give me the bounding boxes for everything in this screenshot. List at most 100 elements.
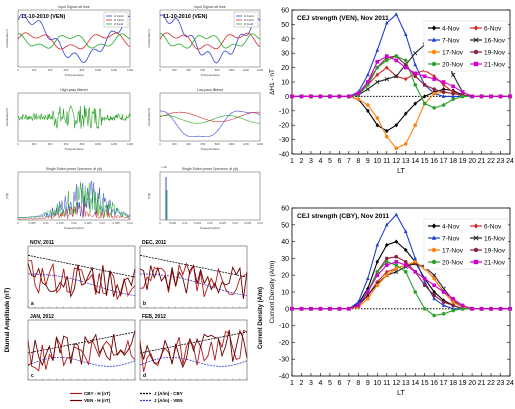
x-tick-label: 11 bbox=[383, 158, 390, 165]
data-point bbox=[356, 91, 361, 96]
data-point bbox=[403, 259, 408, 264]
spectral-panel: Single Sided power Spectrum of y(t) |Y(f)… bbox=[147, 165, 263, 230]
legend-label: H Field bbox=[244, 14, 254, 18]
y-tick-label: 30 bbox=[281, 51, 289, 58]
diurnal-panels: Diurnal Amplitude (nT) Current Density (A… bbox=[5, 240, 264, 403]
data-point bbox=[432, 296, 436, 301]
data-point bbox=[375, 72, 380, 77]
tick-label: 200 bbox=[32, 142, 37, 146]
x-tick-label: 8 bbox=[356, 380, 360, 387]
x-tick-label: 14 bbox=[411, 158, 419, 165]
spectral-panel: Single Sided power Spectrum of y(t) |Y(f)… bbox=[5, 167, 133, 230]
diurnal-ylabel-left: Diurnal Amplitude (nT) bbox=[5, 288, 11, 352]
panel-letter: d bbox=[143, 373, 146, 379]
data-point bbox=[413, 270, 418, 274]
tick-label: 1200 bbox=[243, 142, 250, 146]
data-point bbox=[422, 276, 427, 281]
panel-ylabel: Amplitude(nT) bbox=[5, 108, 9, 127]
x-tick-label: 5 bbox=[328, 380, 332, 387]
field-line bbox=[159, 14, 261, 64]
tick-label: 1400 bbox=[127, 68, 134, 72]
x-tick-label: 8 bbox=[356, 158, 360, 165]
tick-label: 1400 bbox=[127, 142, 134, 146]
panel-frame bbox=[159, 171, 261, 221]
data-point bbox=[470, 94, 474, 99]
spectral-panel: High-pass filtered Amplitude(nT) Time(minu… bbox=[5, 88, 134, 151]
data-point bbox=[366, 83, 370, 87]
x-tick-label: 10 bbox=[373, 380, 381, 387]
y-tick-label: 40 bbox=[281, 36, 289, 43]
data-point bbox=[384, 20, 389, 25]
x-tick-label: 4 bbox=[318, 380, 322, 387]
x-tick-label: 2 bbox=[300, 380, 304, 387]
data-point bbox=[460, 94, 465, 99]
data-point bbox=[384, 273, 389, 278]
data-point bbox=[394, 146, 399, 151]
tick-label: 600 bbox=[201, 68, 206, 72]
y-tick-label: -20 bbox=[279, 340, 289, 347]
tick-label: 600 bbox=[201, 142, 206, 146]
tick-label: 1200 bbox=[111, 142, 118, 146]
panel-xlabel: Time(minutes) bbox=[64, 73, 83, 77]
data-point bbox=[394, 239, 399, 244]
data-point bbox=[473, 259, 479, 265]
x-tick-label: 13 bbox=[402, 158, 410, 165]
x-tick-label: 6 bbox=[337, 158, 341, 165]
data-point bbox=[394, 254, 399, 259]
data-point bbox=[498, 94, 503, 99]
amplitude-line bbox=[27, 330, 136, 367]
data-point bbox=[489, 94, 493, 99]
data-point bbox=[403, 263, 408, 267]
data-point bbox=[403, 65, 408, 70]
date-label: 11-10-2010 (VEN) bbox=[21, 14, 65, 20]
x-tick-label: 9 bbox=[366, 158, 370, 165]
data-point bbox=[431, 25, 437, 31]
legend-label: 20-Nov bbox=[442, 260, 464, 267]
data-point bbox=[441, 290, 446, 294]
tick-label: 0.04 bbox=[127, 221, 133, 225]
data-point bbox=[366, 286, 370, 291]
y-tick-label: -30 bbox=[279, 357, 289, 364]
tick-label: 1400 bbox=[257, 142, 264, 146]
data-point bbox=[441, 80, 446, 84]
data-point bbox=[403, 229, 408, 233]
x-tick-label: 11 bbox=[383, 380, 390, 387]
data-point bbox=[384, 65, 389, 70]
x-tick-label: 7 bbox=[347, 380, 351, 387]
tick-label: 800 bbox=[80, 68, 85, 72]
chart-title: CEJ strength (CBY), Nov 2011 bbox=[297, 213, 389, 220]
data-point bbox=[473, 223, 479, 229]
tick-label: 0.035 bbox=[244, 221, 251, 225]
legend-label: CBY - H (nT) bbox=[84, 391, 111, 396]
data-point bbox=[422, 101, 427, 106]
data-point bbox=[403, 142, 408, 146]
data-point bbox=[470, 307, 474, 311]
y-tick-label: -20 bbox=[279, 123, 289, 130]
panel-frame bbox=[139, 245, 248, 309]
tick-label: 0.015 bbox=[194, 221, 201, 225]
x-tick-label: 17 bbox=[440, 380, 448, 387]
legend-label: D Field bbox=[114, 18, 124, 22]
trend-line-ven bbox=[27, 273, 136, 296]
data-point bbox=[384, 242, 389, 248]
tick-label: 1000 bbox=[95, 68, 102, 72]
data-point bbox=[432, 77, 436, 81]
tick-label: 1400 bbox=[257, 68, 264, 72]
x-tick-label: 4 bbox=[318, 158, 322, 165]
exp-label: x 10 bbox=[161, 165, 167, 169]
tick-label: 1000 bbox=[95, 142, 102, 146]
trend-line-ven bbox=[139, 356, 248, 367]
data-point bbox=[479, 94, 484, 99]
data-point bbox=[432, 283, 436, 288]
x-tick-label: 5 bbox=[328, 158, 332, 165]
x-tick-label: 14 bbox=[411, 380, 419, 387]
filtered-line bbox=[160, 110, 261, 137]
tick-label: 600 bbox=[64, 142, 69, 146]
data-point bbox=[441, 303, 446, 307]
panel-ylabel: Amplitude(nT) bbox=[5, 29, 9, 48]
panel-title: Low-pass filtered bbox=[197, 88, 224, 92]
data-point bbox=[413, 62, 418, 67]
legend-label: 20-Nov bbox=[442, 62, 464, 69]
data-point bbox=[451, 84, 455, 89]
